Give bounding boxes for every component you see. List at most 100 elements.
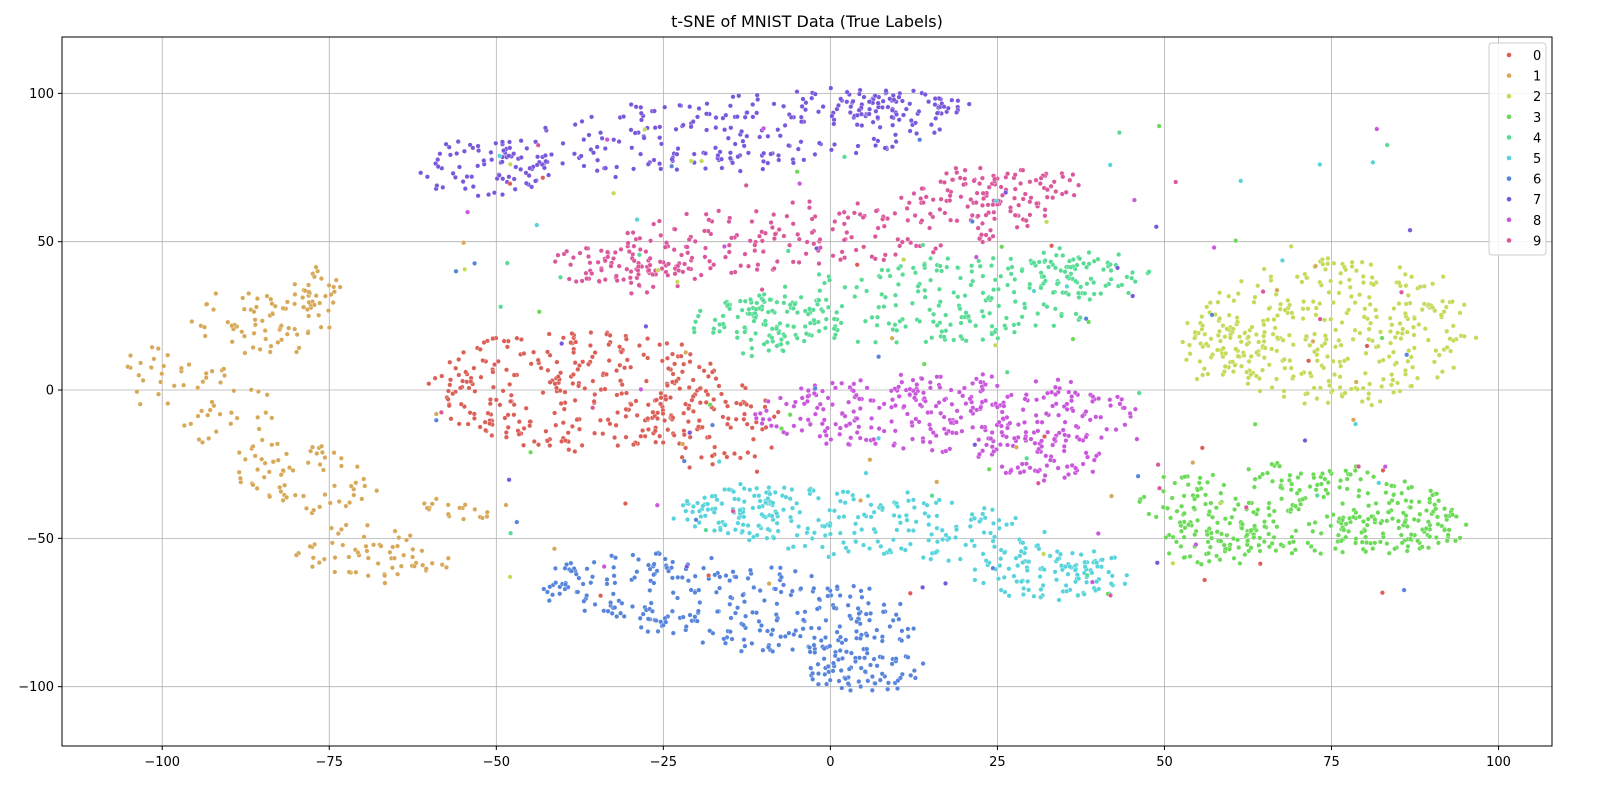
data-point bbox=[1043, 411, 1049, 417]
data-point bbox=[650, 409, 656, 415]
data-point bbox=[995, 335, 1001, 341]
data-point bbox=[1041, 567, 1047, 573]
data-point bbox=[1403, 301, 1409, 307]
data-point bbox=[1066, 292, 1072, 297]
data-point bbox=[429, 560, 435, 566]
data-point bbox=[1322, 317, 1327, 323]
data-point bbox=[767, 417, 772, 422]
data-point bbox=[822, 428, 828, 434]
data-point bbox=[967, 523, 973, 529]
data-point bbox=[683, 401, 689, 407]
data-point bbox=[1036, 259, 1042, 265]
data-point bbox=[854, 628, 859, 634]
data-point bbox=[843, 676, 849, 682]
data-point bbox=[943, 328, 949, 334]
data-point bbox=[1224, 532, 1230, 538]
data-point bbox=[1363, 350, 1369, 356]
data-point bbox=[706, 434, 712, 440]
data-point bbox=[540, 175, 546, 181]
data-point bbox=[511, 372, 517, 378]
data-point bbox=[1407, 227, 1413, 233]
data-point bbox=[680, 269, 686, 275]
data-point bbox=[742, 251, 748, 257]
x-tick-label: 0 bbox=[826, 755, 834, 770]
data-point bbox=[294, 349, 300, 355]
y-tick-label: −100 bbox=[18, 680, 54, 695]
data-point bbox=[278, 323, 284, 329]
data-point bbox=[677, 386, 683, 392]
data-point bbox=[630, 230, 636, 236]
data-point bbox=[602, 277, 608, 283]
data-point bbox=[573, 279, 579, 284]
data-point bbox=[1218, 538, 1224, 544]
data-point bbox=[878, 543, 884, 549]
data-point bbox=[1075, 592, 1081, 598]
data-point bbox=[1444, 328, 1450, 334]
data-point bbox=[750, 114, 756, 120]
data-point bbox=[911, 505, 917, 511]
data-point bbox=[814, 606, 820, 612]
data-point bbox=[962, 176, 968, 182]
data-point bbox=[727, 306, 733, 312]
data-point bbox=[1146, 269, 1152, 275]
data-point bbox=[652, 125, 658, 131]
data-point bbox=[774, 617, 780, 623]
data-point bbox=[934, 374, 940, 380]
data-point bbox=[921, 262, 927, 268]
data-point bbox=[735, 520, 741, 526]
data-point bbox=[827, 277, 833, 283]
data-point bbox=[807, 645, 812, 650]
data-point bbox=[1025, 578, 1031, 584]
data-point bbox=[505, 338, 511, 344]
data-point bbox=[573, 571, 579, 577]
data-point bbox=[1397, 388, 1403, 394]
data-point bbox=[1326, 378, 1332, 384]
data-point bbox=[683, 508, 689, 514]
data-point bbox=[746, 537, 752, 543]
data-point bbox=[881, 304, 887, 310]
data-point bbox=[495, 358, 501, 364]
data-point bbox=[703, 399, 709, 405]
x-tick-label: −25 bbox=[650, 755, 677, 770]
data-point bbox=[343, 503, 349, 509]
data-point bbox=[562, 400, 568, 406]
data-point bbox=[619, 600, 625, 606]
data-point bbox=[1107, 397, 1113, 403]
data-point bbox=[1002, 323, 1008, 329]
data-point bbox=[895, 686, 900, 691]
data-point bbox=[200, 439, 205, 445]
data-point bbox=[658, 390, 664, 396]
series-9-outliers bbox=[438, 142, 1404, 598]
data-point bbox=[670, 559, 676, 565]
data-point bbox=[774, 343, 780, 349]
data-point bbox=[1197, 475, 1203, 481]
data-point bbox=[1442, 527, 1448, 533]
data-point bbox=[1326, 289, 1332, 295]
data-point bbox=[1062, 432, 1068, 438]
data-point bbox=[1098, 414, 1104, 420]
data-point bbox=[1290, 314, 1296, 320]
data-point bbox=[624, 266, 630, 272]
data-point bbox=[1015, 563, 1021, 569]
data-point bbox=[560, 140, 566, 146]
data-point bbox=[1199, 314, 1205, 320]
data-point bbox=[751, 493, 757, 499]
data-point bbox=[638, 433, 644, 439]
data-point bbox=[1016, 202, 1022, 208]
data-point bbox=[934, 322, 940, 328]
data-point bbox=[1122, 422, 1128, 428]
data-point bbox=[779, 426, 784, 431]
data-point bbox=[832, 142, 837, 147]
data-point bbox=[853, 392, 859, 398]
data-point bbox=[1031, 260, 1037, 266]
data-point bbox=[679, 454, 685, 460]
data-point bbox=[842, 255, 848, 261]
data-point bbox=[228, 421, 234, 427]
data-point bbox=[306, 289, 312, 295]
data-point bbox=[941, 104, 947, 110]
data-point bbox=[936, 303, 942, 309]
data-point bbox=[316, 312, 322, 318]
data-point bbox=[695, 114, 700, 120]
data-point bbox=[853, 521, 859, 527]
data-point bbox=[853, 659, 858, 664]
